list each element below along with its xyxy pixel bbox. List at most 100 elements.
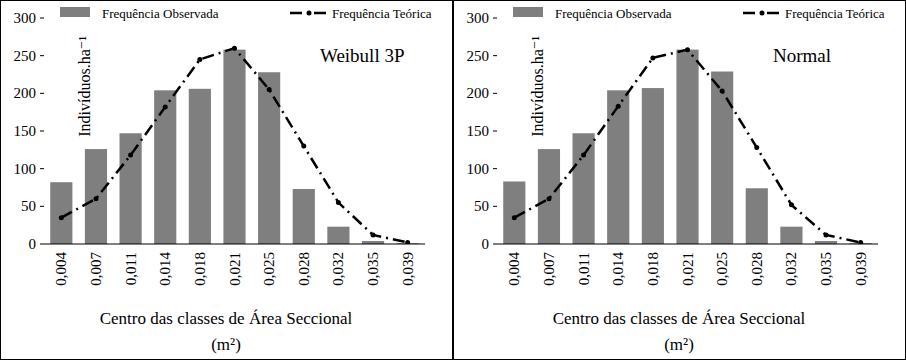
marker [581,153,586,158]
marker [512,215,517,220]
bar [746,188,768,244]
y-tick-label: 150 [14,123,37,139]
x-tick-label: 0,014 [610,252,626,286]
x-tick-label: 0,039 [853,252,869,286]
bar [642,88,664,244]
bar [189,89,211,244]
marker [336,200,341,205]
bar [607,90,629,244]
marker [754,145,759,150]
y-tick-label: 200 [14,85,37,101]
bar [120,133,142,244]
x-axis [44,244,425,245]
y-tick-label: 0 [482,236,490,252]
marker [371,232,376,237]
marker [824,232,829,237]
x-tick-label: 0,039 [400,252,416,286]
line [514,50,860,243]
x-tick-label: 0,028 [749,252,765,286]
marker [616,104,621,109]
y-tick [40,206,44,207]
x-axis-label-line: (m²) [211,335,241,354]
bar [538,149,560,244]
x-axis-label-line: (m²) [664,335,694,354]
y-tick [493,131,497,132]
x-tick-label: 0,032 [783,252,799,286]
y-tick [493,244,497,245]
bar [676,50,698,244]
y-tick [40,131,44,132]
panel-border [454,1,906,360]
y-axis-label: Indivíduos.ha⁻¹ [76,36,93,137]
x-tick-label: 0,025 [714,252,730,286]
annotation: Normal [773,45,831,66]
x-axis-label: Centro das classes de Área Seccional (m²) [100,309,353,354]
y-tick [493,18,497,19]
legend-label: Frequência Teórica [332,6,432,21]
y-tick-label: 50 [21,198,36,214]
x-axis-label-line: Centro das classes de Área Seccional [553,309,806,328]
marker [163,104,168,109]
bar [223,50,245,244]
x-tick-label: 0,018 [192,252,208,286]
marker [685,47,690,52]
bar [85,149,107,244]
marker [93,196,98,201]
y-tick-label: 0 [29,236,37,252]
y-tick-label: 150 [467,123,490,139]
plot-marks [50,46,419,244]
x-axis-label: Centro das classes de Área Seccional (m²) [553,309,806,354]
marker [59,215,64,220]
legend-label: Frequência Teórica [785,6,885,21]
bar [711,71,733,244]
y-tick-label: 250 [14,48,37,64]
legend-marker [307,11,312,16]
x-tick-label: 0,035 [365,252,381,286]
y-tick-label: 200 [467,85,490,101]
x-tick-label: 0,025 [261,252,277,286]
y-tick-label: 300 [14,10,37,26]
x-tick-label: 0,007 [541,252,557,286]
x-axis-label-line: Centro das classes de Área Seccional [100,309,353,328]
marker [128,153,133,158]
x-tick-label: 0,007 [88,252,104,286]
y-tick-label: 100 [14,161,37,177]
bar [293,189,315,244]
marker [546,196,551,201]
panel-border [1,1,453,360]
y-tick-label: 50 [474,198,489,214]
legend-marker [760,11,765,16]
x-tick-label: 0,011 [123,252,139,285]
y-tick [40,18,44,19]
x-tick-label: 0,004 [53,252,69,286]
legend-label: Frequência Observada [555,6,672,21]
bar [258,72,280,244]
x-tick-label: 0,004 [506,252,522,286]
x-tick-label: 0,028 [296,252,312,286]
marker [789,202,794,207]
x-axis [497,244,878,245]
x-tick-label: 0,032 [330,252,346,286]
marker [650,55,655,60]
marker [267,87,272,92]
y-tick-label: 100 [467,161,490,177]
y-axis-label: Indivíduos.ha⁻¹ [529,36,546,137]
y-tick-label: 300 [467,10,490,26]
bar [327,227,349,244]
x-tick-label: 0,011 [576,252,592,285]
y-tick [40,55,44,56]
plot-marks [503,47,872,244]
y-tick [493,206,497,207]
x-tick-label: 0,014 [157,252,173,286]
marker [197,57,202,62]
legend-label: Frequência Observada [102,6,219,21]
marker [301,144,306,149]
y-tick [40,168,44,169]
x-tick-label: 0,035 [818,252,834,286]
line [61,48,407,242]
marker [232,46,237,51]
marker [405,240,410,244]
marker [858,240,863,244]
bar [573,133,595,244]
y-tick [40,93,44,94]
